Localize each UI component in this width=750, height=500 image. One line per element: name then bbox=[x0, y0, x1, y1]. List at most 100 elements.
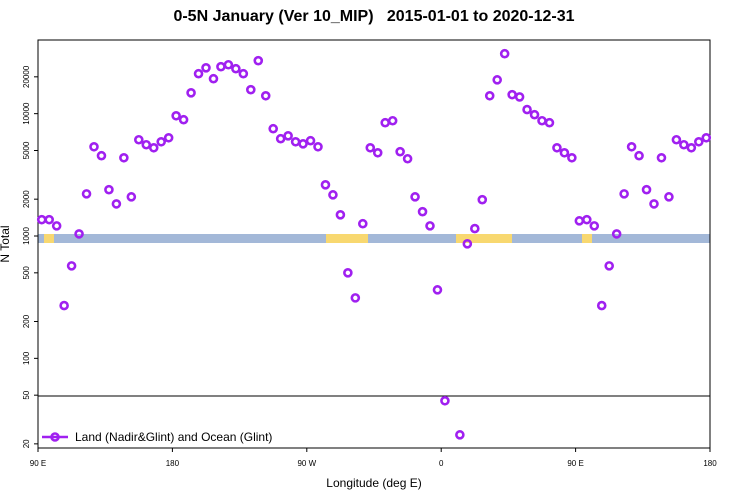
data-point bbox=[59, 300, 69, 311]
data-point bbox=[208, 73, 219, 84]
x-tick-label: 90 E bbox=[30, 459, 46, 468]
data-point bbox=[522, 104, 532, 115]
data-point bbox=[320, 180, 331, 190]
y-tick-label: 200 bbox=[22, 314, 31, 328]
data-point bbox=[66, 261, 77, 271]
data-point bbox=[626, 141, 637, 152]
data-point bbox=[156, 136, 166, 147]
x-tick-label: 180 bbox=[166, 459, 180, 468]
y-tick-label: 500 bbox=[22, 266, 31, 280]
data-point bbox=[178, 114, 189, 125]
data-point bbox=[163, 132, 174, 143]
data-point bbox=[171, 110, 181, 121]
data-point bbox=[567, 152, 577, 163]
data-point bbox=[641, 184, 652, 195]
data-point bbox=[589, 221, 600, 231]
data-point bbox=[372, 147, 383, 158]
data-point bbox=[246, 84, 256, 95]
data-point bbox=[387, 115, 398, 126]
data-point bbox=[44, 214, 55, 225]
data-point bbox=[395, 146, 405, 157]
land-band bbox=[44, 234, 54, 243]
x-tick-label: 90 E bbox=[567, 459, 583, 468]
land-band bbox=[582, 234, 592, 243]
data-point bbox=[343, 268, 353, 278]
data-point bbox=[186, 88, 196, 98]
legend-marker bbox=[50, 432, 60, 442]
data-point bbox=[305, 135, 316, 146]
data-point bbox=[664, 192, 674, 202]
data-point bbox=[231, 63, 241, 74]
legend-label: Land (Nadir&Glint) and Ocean (Glint) bbox=[75, 430, 272, 444]
data-point bbox=[611, 229, 622, 239]
data-point bbox=[134, 134, 144, 145]
y-tick-label: 50 bbox=[22, 390, 31, 399]
data-point bbox=[432, 285, 443, 295]
data-point bbox=[104, 184, 114, 195]
data-point bbox=[604, 261, 615, 271]
data-point bbox=[365, 142, 376, 153]
data-point bbox=[619, 189, 629, 199]
data-point bbox=[425, 221, 435, 231]
y-tick-label: 5000 bbox=[22, 141, 31, 159]
data-point bbox=[357, 218, 368, 229]
data-point bbox=[559, 147, 570, 158]
data-point bbox=[260, 90, 271, 101]
y-tick-label: 1000 bbox=[22, 227, 31, 245]
data-point bbox=[649, 199, 659, 209]
data-point bbox=[492, 75, 503, 85]
data-point bbox=[119, 152, 129, 163]
x-tick-label: 0 bbox=[439, 459, 444, 468]
data-point bbox=[552, 142, 562, 153]
data-point bbox=[455, 430, 465, 440]
data-point bbox=[469, 223, 480, 234]
data-point bbox=[402, 153, 413, 164]
data-point bbox=[81, 189, 92, 199]
data-point bbox=[679, 139, 689, 150]
data-point bbox=[328, 190, 338, 200]
data-point bbox=[148, 142, 159, 153]
land-band bbox=[456, 234, 512, 243]
data-point bbox=[701, 132, 712, 143]
chart-title: 0-5N January (Ver 10_MIP) 2015-01-01 to … bbox=[173, 8, 574, 25]
data-point bbox=[581, 214, 592, 225]
data-point bbox=[484, 90, 495, 101]
ocean-band bbox=[38, 234, 710, 243]
data-point bbox=[514, 92, 525, 102]
x-tick-label: 180 bbox=[703, 459, 717, 468]
data-point bbox=[417, 206, 428, 217]
data-point bbox=[126, 192, 137, 202]
land-band bbox=[326, 234, 368, 243]
data-point bbox=[111, 199, 122, 209]
data-point bbox=[529, 109, 540, 120]
data-point bbox=[499, 48, 510, 59]
data-point bbox=[298, 139, 308, 149]
data-point bbox=[238, 68, 249, 79]
surface-band bbox=[38, 234, 710, 243]
data-point bbox=[693, 136, 704, 147]
data-point bbox=[596, 300, 607, 311]
data-point bbox=[89, 141, 99, 152]
data-point bbox=[193, 68, 204, 79]
data-point bbox=[201, 63, 211, 73]
data-point bbox=[223, 59, 234, 70]
data-point bbox=[141, 139, 152, 150]
y-tick-label: 100 bbox=[22, 351, 31, 365]
data-point bbox=[671, 134, 682, 145]
data-point bbox=[440, 395, 450, 406]
y-tick-label: 10000 bbox=[22, 102, 31, 125]
data-point bbox=[96, 150, 107, 161]
data-point bbox=[410, 192, 420, 202]
y-axis-label: N Total bbox=[0, 225, 12, 262]
y-tick-label: 20000 bbox=[22, 65, 31, 88]
data-point bbox=[335, 210, 346, 220]
data-point bbox=[283, 131, 293, 141]
data-point bbox=[634, 150, 644, 161]
data-point bbox=[544, 117, 555, 128]
data-point bbox=[51, 221, 62, 231]
x-axis-label: Longitude (deg E) bbox=[326, 476, 421, 490]
y-tick-label: 20 bbox=[22, 439, 31, 448]
data-point bbox=[275, 133, 286, 144]
